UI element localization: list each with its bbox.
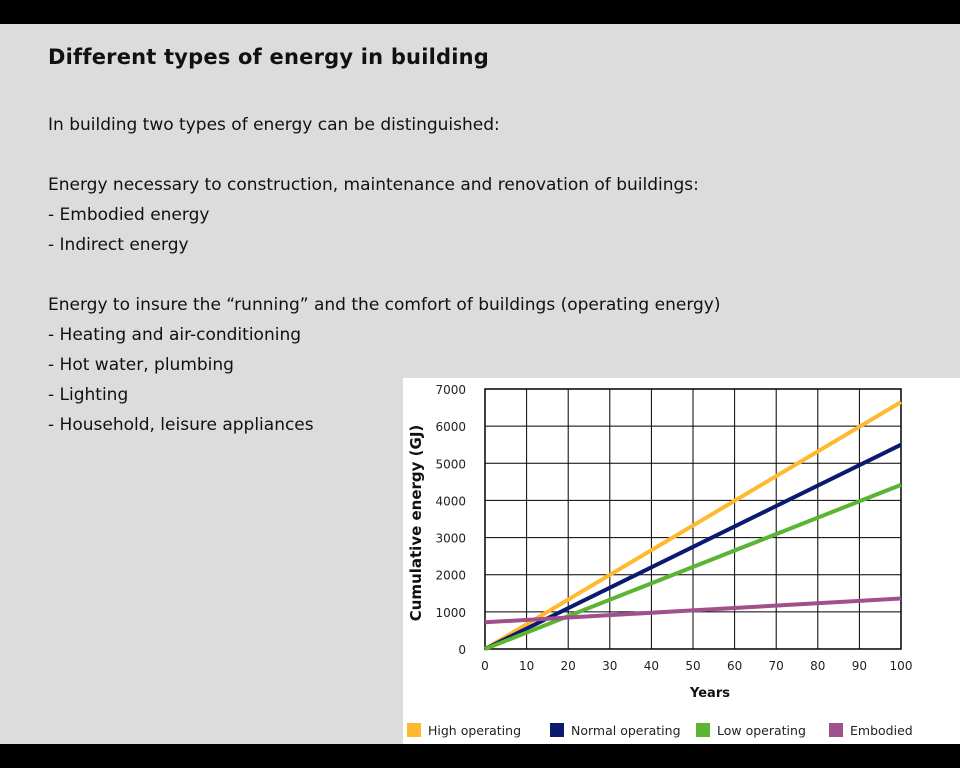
list-item-embodied: - Embodied energy xyxy=(48,205,210,225)
x-tick-label: 70 xyxy=(769,659,784,673)
x-tick-label: 10 xyxy=(519,659,534,673)
list-item-hot-water: - Hot water, plumbing xyxy=(48,355,234,375)
list-item-indirect: - Indirect energy xyxy=(48,235,189,255)
x-axis-title: Years xyxy=(689,686,730,701)
series-line-embodied xyxy=(484,596,902,625)
legend-label: Embodied xyxy=(850,723,913,738)
legend-swatch xyxy=(407,723,421,737)
y-tick-label: 5000 xyxy=(435,457,466,471)
y-tick-label: 0 xyxy=(458,643,466,657)
list-item-appliances: - Household, leisure appliances xyxy=(48,415,314,435)
x-tick-label: 0 xyxy=(481,659,489,673)
legend-label: Normal operating xyxy=(571,723,681,738)
y-tick-label: 7000 xyxy=(435,383,466,397)
x-tick-label: 30 xyxy=(602,659,617,673)
y-tick-label: 2000 xyxy=(435,569,466,583)
x-tick-label: 20 xyxy=(561,659,576,673)
chart-panel: 0 10 20 30 40 50 60 70 80 90 100 0 1000 2000 3000 4000 5… xyxy=(403,378,960,744)
x-tick-label: 90 xyxy=(852,659,867,673)
x-tick-label: 100 xyxy=(890,659,913,673)
top-black-bar xyxy=(0,0,960,24)
bottom-black-bar xyxy=(0,744,960,768)
slide-title: Different types of energy in building xyxy=(48,45,490,69)
x-tick-label: 80 xyxy=(810,659,825,673)
y-tick-label: 6000 xyxy=(435,420,466,434)
slide-body: In building two types of energy can be d… xyxy=(48,110,721,440)
intro-text: In building two types of energy can be d… xyxy=(48,115,500,135)
x-tick-label: 40 xyxy=(644,659,659,673)
legend-swatch xyxy=(829,723,843,737)
y-tick-label: 4000 xyxy=(435,494,466,508)
legend-swatch xyxy=(696,723,710,737)
legend-label: Low operating xyxy=(717,723,806,738)
series-line-low-operating xyxy=(484,482,902,651)
x-tick-label: 60 xyxy=(727,659,742,673)
legend-swatch xyxy=(550,723,564,737)
operating-energy-heading: Energy to insure the “running” and the c… xyxy=(48,295,721,315)
list-item-heating: - Heating and air-conditioning xyxy=(48,325,302,345)
y-tick-label: 1000 xyxy=(435,606,466,620)
series-line-high-operating xyxy=(483,400,903,651)
y-axis-title: Cumulative energy (GJ) xyxy=(407,425,425,622)
legend-label: High operating xyxy=(428,723,521,738)
energy-line-chart: 0 10 20 30 40 50 60 70 80 90 100010002000300040005… xyxy=(407,383,913,738)
series-line-normal-operating xyxy=(484,442,902,651)
construction-energy-heading: Energy necessary to construction, mainte… xyxy=(48,175,699,195)
list-item-lighting: - Lighting xyxy=(48,385,129,405)
y-tick-label: 3000 xyxy=(435,532,466,546)
x-tick-label: 50 xyxy=(685,659,700,673)
